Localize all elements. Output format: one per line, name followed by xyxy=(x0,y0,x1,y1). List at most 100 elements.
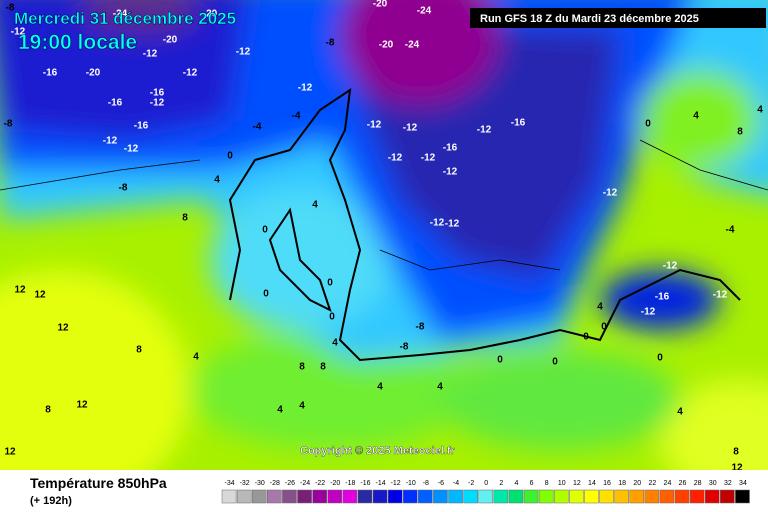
legend-label: -20 xyxy=(330,480,340,487)
isotherm-label: -12 xyxy=(603,188,618,199)
isotherm-label: -20 xyxy=(203,9,218,20)
legend-label: 20 xyxy=(633,480,641,487)
legend-swatch xyxy=(689,489,705,504)
legend-swatch xyxy=(493,489,509,504)
isotherm-label: -20 xyxy=(373,0,388,10)
legend-swatch xyxy=(614,489,629,504)
forecast-date: Mercredi 31 décembre 2025 xyxy=(14,9,236,28)
legend-label: 26 xyxy=(679,480,687,487)
isotherm-label: -20 xyxy=(86,68,101,79)
run-box xyxy=(470,8,766,28)
legend-label: 2 xyxy=(499,480,503,487)
isotherm-label: -16 xyxy=(655,292,670,303)
legend-swatch xyxy=(674,489,690,504)
legend-label: 16 xyxy=(603,480,611,487)
legend-swatch xyxy=(418,489,433,504)
legend-label: -34 xyxy=(224,480,234,487)
isotherm-label: -12 xyxy=(443,167,458,178)
legend-label: 30 xyxy=(709,480,717,487)
isotherm-label: 4 xyxy=(597,302,603,313)
isotherm-label: 8 xyxy=(45,405,51,416)
legend-swatch xyxy=(599,489,614,504)
legend-label: 22 xyxy=(648,480,656,487)
isotherm-label: -8 xyxy=(400,342,409,353)
isotherm-label: 0 xyxy=(262,225,268,236)
isotherm-label: 4 xyxy=(437,382,443,393)
legend-swatch xyxy=(538,489,554,504)
legend-label: -30 xyxy=(255,480,265,487)
isotherm-label: -16 xyxy=(511,118,526,129)
isotherm-label: -12 xyxy=(663,261,678,272)
legend-swatch xyxy=(448,489,463,504)
legend-swatch xyxy=(553,489,569,504)
legend-swatch xyxy=(584,489,599,504)
legend-swatch xyxy=(735,489,750,504)
isotherm-label: -12 xyxy=(430,218,445,229)
isotherm-label: 8 xyxy=(182,213,188,224)
legend-label: -32 xyxy=(240,480,250,487)
isotherm-label: -8 xyxy=(416,322,425,333)
isotherm-label: 0 xyxy=(497,355,503,366)
legend-swatch xyxy=(372,489,388,504)
isotherm-label: 4 xyxy=(214,175,220,186)
isotherm-label: -4 xyxy=(292,111,301,122)
isotherm-label: -20 xyxy=(163,35,178,46)
isotherm-label: -8 xyxy=(326,38,335,49)
legend-label: -2 xyxy=(468,480,474,487)
isotherm-label: 4 xyxy=(332,338,338,349)
isotherm-label: -12 xyxy=(388,153,403,164)
legend-label: 4 xyxy=(514,480,518,487)
legend-label: 6 xyxy=(530,480,534,487)
legend-swatch xyxy=(644,489,660,504)
legend-label: 24 xyxy=(664,480,672,487)
legend-swatch xyxy=(236,489,252,504)
legend-label: -10 xyxy=(406,480,416,487)
coastline xyxy=(228,87,741,362)
isotherm-label: -12 xyxy=(183,68,198,79)
isotherm-label: -12 xyxy=(124,144,139,155)
legend-swatch xyxy=(629,489,645,504)
isotherm-label: 12 xyxy=(731,463,743,474)
isotherm-label: -16 xyxy=(108,98,123,109)
footer-title: Température 850hPa xyxy=(30,475,167,491)
isotherm-label: -8 xyxy=(119,183,128,194)
isotherm-label: -12 xyxy=(421,153,436,164)
legend-swatch xyxy=(327,489,343,504)
isotherm-label: -12 xyxy=(150,98,165,109)
legend-swatch xyxy=(523,489,539,504)
legend-label: 32 xyxy=(724,480,732,487)
legend-swatch xyxy=(357,489,373,504)
isotherm-label: -8 xyxy=(4,119,13,130)
isotherm-label: 4 xyxy=(277,405,283,416)
isotherm-label: 12 xyxy=(76,400,88,411)
legend-swatch xyxy=(402,489,418,504)
legend: -34 -32 -30 -28 -26 -24 -22 -20 -18 -16 -14 -12 -10-… xyxy=(221,480,750,504)
isotherm-label: -8 xyxy=(6,3,15,14)
isotherm-label: 8 xyxy=(299,362,305,373)
isotherm-label: -12 xyxy=(713,290,728,301)
legend-label: 10 xyxy=(558,480,566,487)
legend-swatch xyxy=(297,489,312,504)
isotherm-label: 4 xyxy=(377,382,383,393)
isotherm-label: -4 xyxy=(726,225,735,236)
legend-swatch xyxy=(251,489,267,504)
forecast-time: 19:00 locale xyxy=(18,31,137,54)
legend-label: -16 xyxy=(360,480,370,487)
isotherm-label: 0 xyxy=(657,353,663,364)
legend-label: -28 xyxy=(270,480,280,487)
isotherm-label: 0 xyxy=(601,322,607,333)
isotherm-label: -24 xyxy=(113,9,128,20)
legend-swatch xyxy=(282,489,297,504)
isotherm-label: -12 xyxy=(143,49,158,60)
isotherm-label: 0 xyxy=(227,151,233,162)
isotherm-label: 0 xyxy=(263,289,269,300)
isotherm-label: -4 xyxy=(253,122,262,133)
isotherm-label: 12 xyxy=(34,290,46,301)
isotherm-label: -12 xyxy=(477,125,492,136)
isotherm-label: 12 xyxy=(57,323,69,334)
legend-swatch xyxy=(720,489,735,504)
legend-swatch xyxy=(387,489,403,504)
run-info: Run GFS 18 Z du Mardi 23 décembre 2025 xyxy=(480,13,699,25)
isotherm-label: 0 xyxy=(552,357,558,368)
